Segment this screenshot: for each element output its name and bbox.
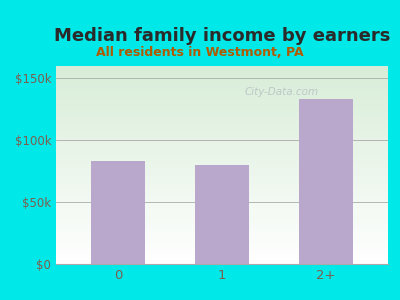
Bar [299,99,353,264]
Text: City-Data.com: City-Data.com [245,87,319,97]
Bar [195,165,249,264]
Title: Median family income by earners: Median family income by earners [54,27,390,45]
Text: All residents in Westmont, PA: All residents in Westmont, PA [96,46,304,59]
Bar [91,161,145,264]
